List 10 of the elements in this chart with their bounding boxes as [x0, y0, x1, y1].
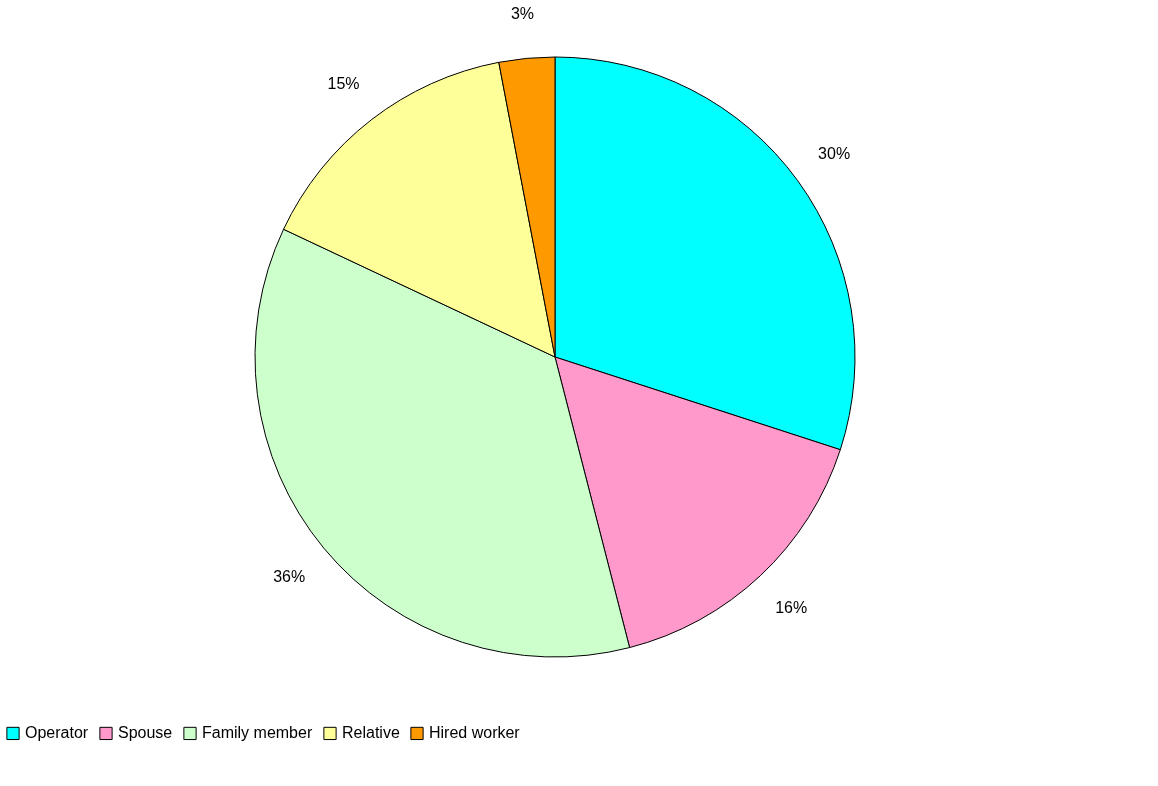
legend-label: Family member [202, 724, 313, 742]
data-label: 36% [273, 567, 306, 585]
legend-label: Hired worker [429, 724, 521, 742]
data-label: 30% [818, 145, 851, 163]
legend-label: Operator [25, 724, 89, 742]
data-label: 15% [327, 75, 360, 93]
legend-label: Relative [342, 724, 400, 742]
data-label: 16% [775, 599, 808, 617]
legend-label: Spouse [118, 724, 173, 742]
data-label: 3% [510, 4, 535, 22]
